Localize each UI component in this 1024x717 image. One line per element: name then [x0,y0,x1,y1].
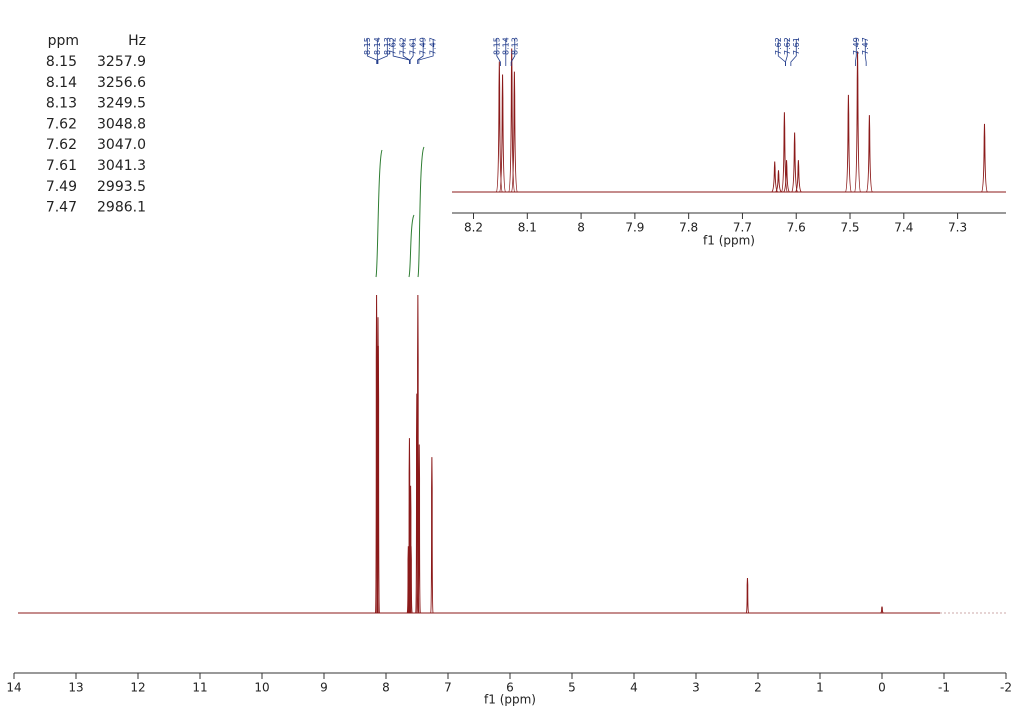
peak [745,577,750,614]
peak [510,71,518,193]
peak-leader [864,39,867,66]
table-cell: 3047.0 [97,137,146,153]
table-cell: 7.61 [46,158,77,174]
x-tick-label: 7 [444,681,452,695]
x-tick-label: 2 [754,681,762,695]
peak-leader [418,39,434,64]
peak-leader [790,39,797,66]
table-cell: 3249.5 [97,96,146,112]
peak [795,160,802,193]
x-tick-label: 8.2 [464,221,483,235]
x-tick-label: 7.9 [625,221,644,235]
peak-leader [409,39,414,64]
peak-leader [854,39,857,66]
peak [844,94,852,193]
x-tick-label: 7.3 [948,221,967,235]
peak [430,457,434,614]
peak [508,48,516,193]
table-cell: 7.62 [46,137,77,153]
x-tick-label: 6 [506,681,514,695]
peak-leader [785,39,788,66]
peak [771,161,779,193]
x-tick-label: 12 [130,681,145,695]
peak [775,170,782,193]
table-header: ppm [48,33,79,49]
integral [375,149,383,278]
x-tick-label: 0 [878,681,886,695]
x-tick-label: 7.5 [840,221,859,235]
x-tick-label: 7.8 [679,221,698,235]
x-tick-label: 14 [6,681,21,695]
x-tick-label: -1 [938,681,950,695]
x-tick-label: 7.6 [787,221,806,235]
integral [417,146,425,278]
table-cell: 8.14 [46,75,77,91]
peak [865,115,873,193]
table-cell: 2986.1 [97,200,146,216]
table-header: Hz [128,33,146,49]
x-axis-label: f1 (ppm) [703,234,755,248]
peak-leader [510,39,516,66]
x-tick-label: 4 [630,681,638,695]
x-tick-label: 9 [320,681,328,695]
table-cell: 3257.9 [97,54,146,70]
x-tick-label: 10 [254,681,269,695]
x-tick-label: 5 [568,681,576,695]
table-cell: 7.49 [46,179,77,195]
integration-curves [375,146,425,278]
peak [409,546,413,614]
x-tick-label: 7.4 [894,221,913,235]
peak-leader [402,39,410,64]
integral [408,214,415,278]
peak-leader [496,39,501,66]
peak [499,74,507,193]
peak [783,160,790,193]
peak-leader [366,39,378,64]
peak-leader [377,39,388,64]
table-cell: 8.15 [46,54,77,70]
table-cell: 2993.5 [97,179,146,195]
x-axis-label: f1 (ppm) [484,693,536,707]
x-tick-label: 11 [192,681,207,695]
x-tick-label: 8.1 [518,221,537,235]
peak [417,444,421,614]
x-tick-label: 13 [68,681,83,695]
table-cell: 3048.8 [97,116,146,132]
peak-leader [417,39,424,64]
x-tick-label: -2 [1000,681,1012,695]
peak [854,51,862,193]
peak [791,132,799,193]
table-cell: 7.62 [46,116,77,132]
peak [780,112,788,193]
x-tick-label: 1 [816,681,824,695]
peak [880,606,884,614]
table-cell: 7.47 [46,200,77,216]
table-cell: 3041.3 [97,158,146,174]
x-tick-label: 7.7 [733,221,752,235]
x-tick-label: 8 [382,681,390,695]
peak [376,345,381,614]
x-tick-label: 8 [577,221,585,235]
x-tick-label: 3 [692,681,700,695]
peak [980,123,988,193]
table-cell: 8.13 [46,96,77,112]
table-cell: 3256.6 [97,75,146,91]
